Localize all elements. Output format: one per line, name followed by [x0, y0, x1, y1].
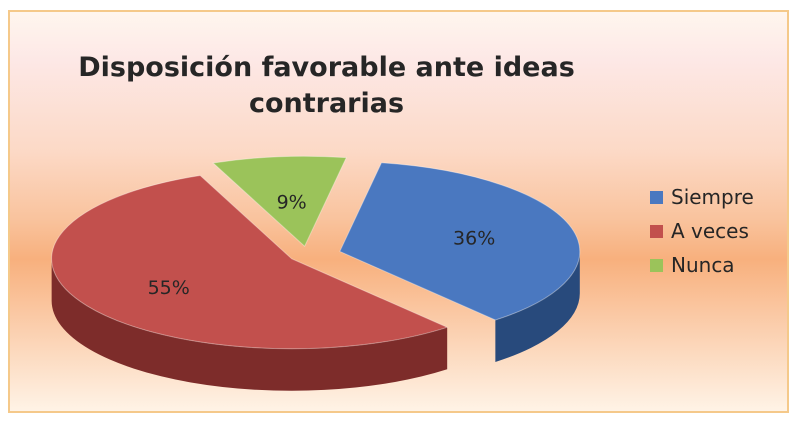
legend-label-a-veces: A veces	[671, 219, 749, 243]
legend-item-siempre: Siempre	[650, 180, 754, 214]
legend-swatch-nunca	[650, 258, 663, 272]
chart-title-line-2: contrarias	[248, 88, 405, 119]
pie-side-siempre	[495, 251, 580, 362]
legend-item-a-veces: A veces	[650, 214, 754, 248]
legend: Siempre A veces Nunca	[650, 180, 754, 282]
chart-title: Disposición favorable ante ideas contrar…	[0, 50, 653, 122]
pie-side-a-veces	[51, 258, 448, 391]
legend-item-nunca: Nunca	[650, 248, 754, 282]
data-label-nunca: 9%	[277, 192, 307, 214]
legend-label-siempre: Siempre	[671, 185, 754, 209]
pie-slice-a-veces	[51, 175, 449, 350]
pie-slice-siempre	[339, 162, 581, 321]
chart-title-line-1: Disposición favorable ante ideas	[78, 52, 575, 83]
legend-label-nunca: Nunca	[671, 253, 735, 277]
data-label-siempre: 36%	[453, 228, 495, 250]
data-label-a-veces: 55%	[148, 277, 190, 299]
pie-slice-nunca	[212, 155, 348, 248]
legend-swatch-siempre	[650, 190, 663, 204]
legend-swatch-a-veces	[650, 224, 663, 238]
